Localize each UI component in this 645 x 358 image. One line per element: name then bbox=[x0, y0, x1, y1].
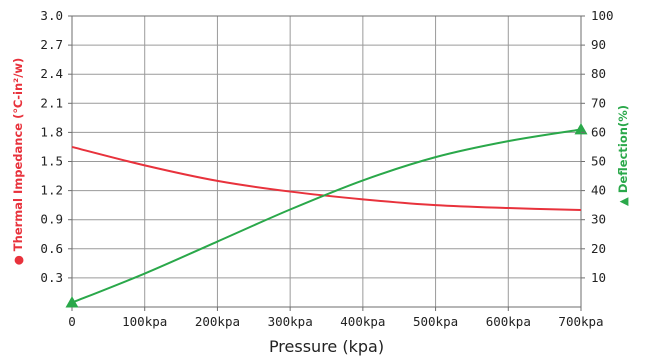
left-axis-ticks: 0.3 0.6 0.9 1.2 1.5 1.8 2.1 2.4 2.7 3.0 bbox=[40, 8, 72, 285]
left-tick-label: 3.0 bbox=[40, 8, 63, 23]
left-tick-label: 1.5 bbox=[40, 154, 63, 169]
grid bbox=[72, 16, 581, 307]
x-tick-label: 500kpa bbox=[413, 314, 458, 329]
left-tick-label: 0.9 bbox=[40, 212, 63, 227]
x-tick-label: 200kpa bbox=[195, 314, 240, 329]
deflection-line bbox=[71, 128, 582, 304]
x-tick-label: 300kpa bbox=[268, 314, 313, 329]
left-tick-label: 2.4 bbox=[40, 66, 63, 81]
left-tick-label: 0.3 bbox=[40, 270, 63, 285]
right-tick-label: 40 bbox=[591, 183, 606, 198]
left-tick-label: 1.8 bbox=[40, 124, 63, 139]
right-axis-label: ▲ Deflection(%) bbox=[616, 105, 630, 206]
right-tick-label: 100 bbox=[591, 8, 614, 23]
right-tick-label: 60 bbox=[591, 124, 606, 139]
x-tick-label: 100kpa bbox=[122, 314, 167, 329]
x-axis-label: Pressure (kpa) bbox=[269, 337, 384, 356]
x-tick-label: 0 bbox=[68, 314, 76, 329]
right-tick-label: 10 bbox=[591, 270, 606, 285]
right-axis-ticks: 10 20 30 40 50 60 70 80 90 100 bbox=[581, 8, 614, 285]
right-tick-label: 90 bbox=[591, 37, 606, 52]
right-tick-label: 80 bbox=[591, 66, 606, 81]
x-tick-label: 400kpa bbox=[340, 314, 385, 329]
x-tick-label: 700kpa bbox=[558, 314, 603, 329]
series-layer bbox=[65, 122, 588, 308]
left-axis-label: ● Thermal Impedance (℃-in²/w) bbox=[11, 58, 25, 266]
left-tick-label: 2.1 bbox=[40, 95, 63, 110]
x-tick-label: 600kpa bbox=[486, 314, 531, 329]
thermal-impedance-line bbox=[71, 145, 582, 211]
right-tick-label: 50 bbox=[591, 154, 606, 169]
left-tick-label: 2.7 bbox=[40, 37, 63, 52]
deflection-marker bbox=[65, 296, 79, 308]
right-tick-label: 20 bbox=[591, 241, 606, 256]
left-tick-label: 0.6 bbox=[40, 241, 63, 256]
deflection-marker bbox=[574, 122, 588, 135]
right-tick-label: 30 bbox=[591, 212, 606, 227]
right-axis-title: Deflection(%) bbox=[616, 105, 630, 193]
left-tick-label: 1.2 bbox=[40, 183, 63, 198]
x-axis-ticks: 0 100kpa 200kpa 300kpa 400kpa 500kpa 600kpa 700… bbox=[68, 307, 604, 329]
right-tick-label: 70 bbox=[591, 95, 606, 110]
left-axis-title: Thermal Impedance (℃-in²/w) bbox=[11, 58, 25, 251]
left-axis-marker: ● bbox=[11, 255, 25, 265]
right-axis-marker: ▲ bbox=[616, 197, 630, 206]
